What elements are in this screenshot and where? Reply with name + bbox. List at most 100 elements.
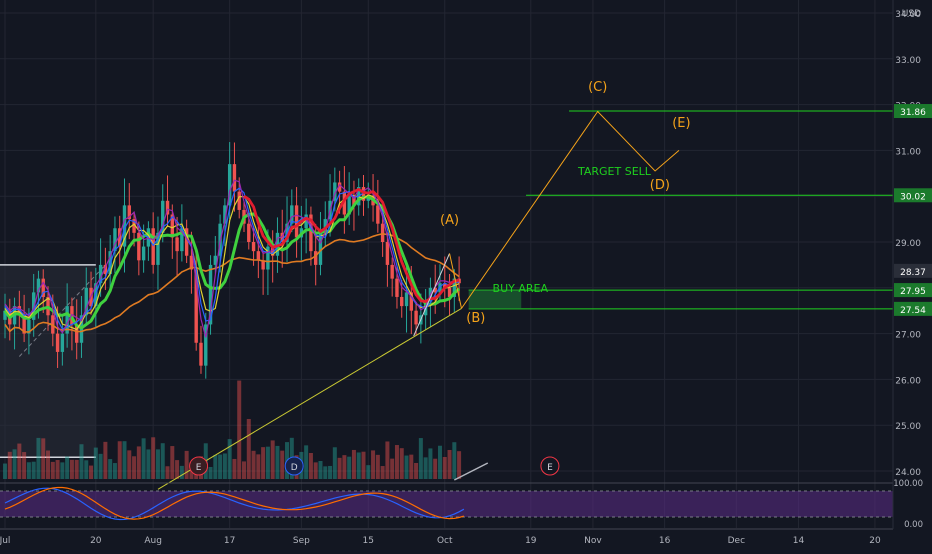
volume-bar [342,455,347,479]
ma-blue [4,187,460,330]
candle-body [232,164,237,192]
candle-body [337,182,342,192]
volume-bar [261,447,266,479]
x-tick-label: Dec [728,536,745,546]
volume-bar [227,439,232,479]
volume-bar [89,465,94,479]
volume-bar [394,445,399,479]
volume-bar [65,456,70,479]
volume-bar [12,449,17,479]
volume-bar [41,438,46,479]
candle-body [141,246,146,261]
candle-body [309,214,313,252]
candle-body [98,264,103,284]
osc-tick-label: 0.00 [904,520,923,530]
y-tick-label: 24.00 [895,468,921,478]
volume-bar [366,465,371,479]
candle-body [213,255,218,265]
volume-bar [108,459,113,479]
volume-bar [165,466,170,479]
volume-bar [351,449,356,479]
volume-bar [155,449,160,479]
candle-body [443,283,447,288]
price-level-label: 28.37 [900,268,926,278]
candle-body [380,223,385,242]
volume-bar [428,448,433,479]
event-marker-label: E [547,463,553,473]
price-level-label: 30.02 [900,192,926,202]
volume-bar [36,437,41,479]
wave-label-b: (B) [466,311,485,326]
candle-body [304,214,308,229]
x-tick-label: 14 [793,536,805,546]
x-tick-label: Nov [584,536,602,546]
y-tick-label: 26.00 [895,376,921,386]
volume-bar [385,441,390,479]
candle-body [261,260,265,270]
candle-body [180,228,184,252]
volume-bar [46,450,51,479]
x-tick-label: Aug [144,536,162,546]
candle-body [3,310,7,320]
volume-bar [112,463,117,479]
volume-bar [361,451,366,479]
volume-bar [347,456,352,479]
event-marker-label: D [291,463,298,473]
x-tick-label: 17 [224,536,235,546]
candle-body [395,278,399,297]
price-level-tag [894,104,932,119]
y-tick-label: 33.00 [895,56,921,66]
volume-bar [179,465,184,479]
candle-body [323,219,327,233]
candle-body [251,242,256,252]
buy-area-box [468,290,522,309]
volume-bar [256,454,261,479]
candle-body [132,219,136,233]
volume-bar [50,461,55,479]
trendline [157,307,462,490]
volume-bar [222,453,227,479]
volume-bar [151,437,156,479]
y-tick-label: 34.00 [895,10,921,20]
price-level-label: 27.95 [900,287,926,297]
price-level-tag [894,263,932,278]
candle-body [333,182,337,201]
candle-body [118,228,122,247]
candle-body [170,214,174,238]
candle-body [161,200,165,233]
candle-body [352,196,356,206]
volume-bar [237,380,242,479]
volume-bar [208,466,213,479]
volume-bar [132,456,137,479]
y-tick-label: 31.00 [895,147,921,157]
ma-red [243,187,460,303]
volume-bar [399,448,404,479]
candle-body [41,278,45,297]
volume-bar [232,458,237,479]
osc-tick-label: 100.00 [893,479,923,489]
volume-bar [380,466,385,479]
volume-bar [74,459,79,479]
candle-body [314,251,318,265]
candle-body [75,324,79,343]
volume-bar [246,418,251,479]
candle-body [227,164,232,206]
volume-bar [437,445,442,479]
candle-body [433,287,437,293]
candle-body [361,187,366,201]
volume-bar [442,456,447,479]
candle-body [409,292,413,311]
wave-label-a: (A) [440,213,459,228]
volume-bar [22,452,27,479]
event-marker-label: E [196,463,202,473]
oscillator-line [4,487,465,521]
volume-bar [251,450,256,479]
candle-body [280,232,284,242]
volume-bar [31,461,36,479]
volume-bar [55,460,60,479]
volume-bar [332,447,337,479]
wave-label-e: (E) [672,116,690,131]
y-tick-label: 25.00 [895,422,921,432]
buy-area-label: BUY AREA [493,282,549,295]
x-tick-label: 16 [659,536,671,546]
